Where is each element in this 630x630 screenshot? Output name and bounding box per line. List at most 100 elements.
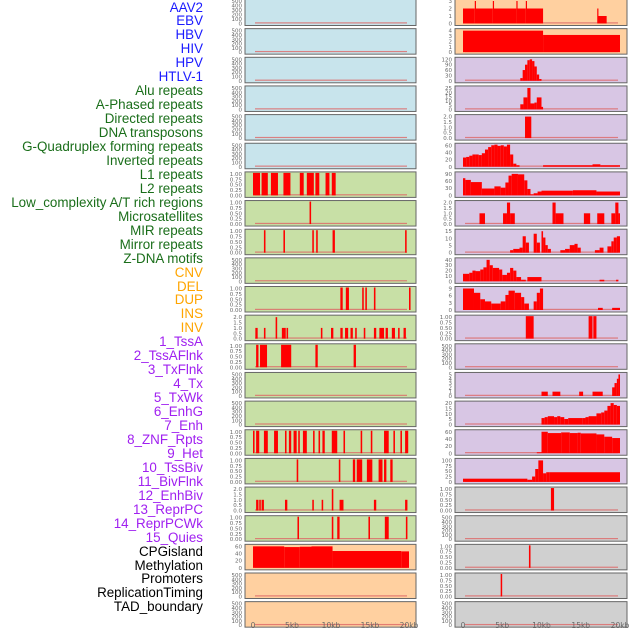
y-tick-label: 0.75 [230,435,243,441]
data-bar [469,272,473,282]
data-bar [549,472,620,482]
data-bar [288,430,292,454]
y-tick-label: 0.00 [230,251,243,257]
data-bar [533,193,538,196]
y-tick-label: 0.0 [233,509,242,515]
data-bar [356,459,363,482]
track-label: 10_TssBiv [141,459,203,475]
y-tick-label: 300 [232,37,243,43]
data-bar [543,34,620,53]
track-label: INS [180,306,203,322]
y-tick-label: 300 [232,582,243,588]
data-bar [545,245,548,253]
data-bar [463,157,467,167]
track-background [244,314,417,342]
data-bar [463,273,470,282]
y-tick-label: 1.5 [443,120,452,126]
y-tick-label: 0 [239,623,243,629]
track-label: CNV [174,264,203,280]
y-tick-label: 4 [449,377,453,383]
track-baseline [255,136,407,139]
track-background [244,486,417,514]
y-tick-label: 1.00 [440,315,453,321]
y-tick-label: 400 [442,348,453,354]
y-tick-label: 400 [232,148,243,154]
data-bar [338,459,341,482]
track-label: Alu repeats [135,83,203,99]
data-bar [527,87,531,110]
data-bar [532,61,535,81]
track-label: A-Phased repeats [95,97,203,113]
y-tick-label: 400 [442,520,453,526]
y-tick-label: 0.75 [440,321,453,327]
data-bar [524,303,529,310]
y-tick-label: 200 [232,385,243,391]
y-tick-label: 100 [232,619,243,625]
data-bar [259,499,261,511]
data-bar [561,432,570,454]
y-tick-label: 500 [442,516,453,522]
track-label: HPV [175,55,203,71]
data-bar [554,417,558,425]
data-bar [599,279,605,282]
y-tick-label: 3 [449,301,453,307]
data-bar [472,270,476,282]
data-bar [315,172,320,196]
y-tick-label: 0.0 [233,337,242,343]
track-label: DEL [176,278,203,294]
y-tick-label: 0.50 [230,240,243,246]
y-tick-label: 0 [449,50,453,56]
track-baseline [255,308,407,310]
data-bar [391,327,395,339]
y-tick-label: 500 [232,115,243,121]
y-tick-label: 0.00 [230,451,243,457]
y-tick-label: 2 [449,7,453,13]
y-tick-label: 1.00 [230,430,243,436]
track-label: L2 repeats [139,180,203,196]
data-bar [261,172,268,196]
track-background [244,286,417,313]
y-tick-label: 0 [449,623,453,629]
data-bar [544,417,548,425]
y-tick-label: 0 [449,107,453,113]
y-tick-label: 30 [445,73,452,79]
y-tick-label: 0.50 [230,211,243,217]
data-bar [500,187,506,196]
data-bar [618,213,620,225]
data-bar [331,430,338,454]
y-tick-label: 0.50 [230,441,243,447]
y-tick-label: 15 [445,406,452,412]
data-bar [528,545,531,568]
data-bar [340,287,343,310]
data-bar [530,194,534,196]
y-tick-label: 0.00 [440,595,453,601]
track-background [454,56,628,84]
data-bar [517,8,526,24]
data-bar [384,459,387,482]
track-baseline [255,509,407,511]
data-bar [299,546,312,568]
data-bar [405,230,407,253]
data-bar [519,247,523,253]
track-baseline [465,222,618,225]
data-bar [612,307,620,310]
data-bar [539,288,544,310]
y-tick-label: 300 [232,8,243,14]
data-bar [574,243,578,253]
y-tick-label: 9 [449,287,453,293]
y-tick-label: 100 [232,103,243,109]
data-bar [337,516,340,540]
data-bar [600,165,620,167]
data-bar [321,499,324,511]
y-tick-label: 400 [232,577,243,583]
y-tick-label: 0.5 [443,131,452,137]
x-tick-label: 5kb [285,621,299,630]
y-tick-label: 25 [445,475,452,481]
data-bar [588,316,593,339]
data-bar [547,248,551,253]
data-bar [616,236,620,253]
y-tick-label: 0.75 [440,550,453,556]
track-label: DNA transposons [98,125,203,141]
data-bar [370,430,373,454]
data-bar [284,430,287,454]
